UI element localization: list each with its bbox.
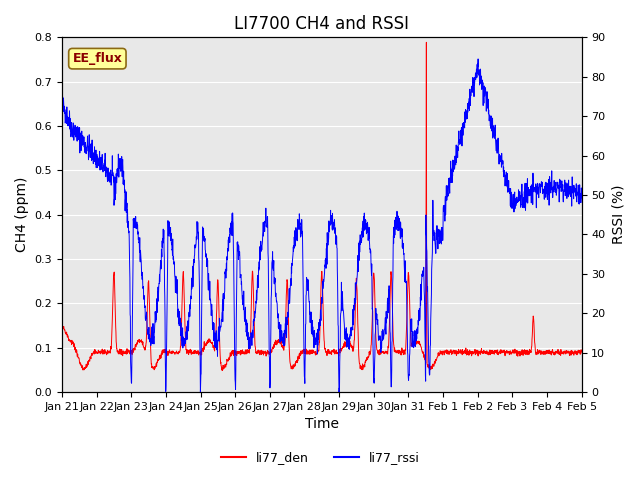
Title: LI7700 CH4 and RSSI: LI7700 CH4 and RSSI: [234, 15, 410, 33]
li77_rssi: [538, 181, 545, 187]
li77_den: [612, 348, 620, 354]
li77_rssi: [58, 98, 66, 104]
li77_rssi: [234, 240, 241, 245]
Legend: li77_den, li77_rssi: li77_den, li77_rssi: [216, 446, 424, 469]
li77_den: [422, 39, 430, 45]
Y-axis label: RSSI (%): RSSI (%): [611, 185, 625, 244]
Y-axis label: CH4 (ppm): CH4 (ppm): [15, 177, 29, 252]
li77_rssi: [196, 389, 204, 395]
Text: EE_flux: EE_flux: [72, 52, 122, 65]
li77_den: [113, 349, 121, 355]
li77_rssi: [474, 56, 482, 62]
Line: li77_den: li77_den: [62, 42, 616, 371]
li77_rssi: [372, 315, 380, 321]
li77_den: [218, 368, 226, 373]
li77_den: [372, 344, 380, 350]
li77_den: [605, 351, 612, 357]
li77_rssi: [113, 173, 121, 179]
Line: li77_rssi: li77_rssi: [62, 59, 616, 392]
li77_rssi: [605, 213, 612, 218]
X-axis label: Time: Time: [305, 418, 339, 432]
li77_den: [506, 349, 514, 355]
li77_rssi: [612, 210, 620, 216]
li77_den: [538, 349, 545, 355]
li77_den: [58, 320, 66, 326]
li77_den: [234, 349, 241, 355]
li77_rssi: [506, 203, 514, 209]
